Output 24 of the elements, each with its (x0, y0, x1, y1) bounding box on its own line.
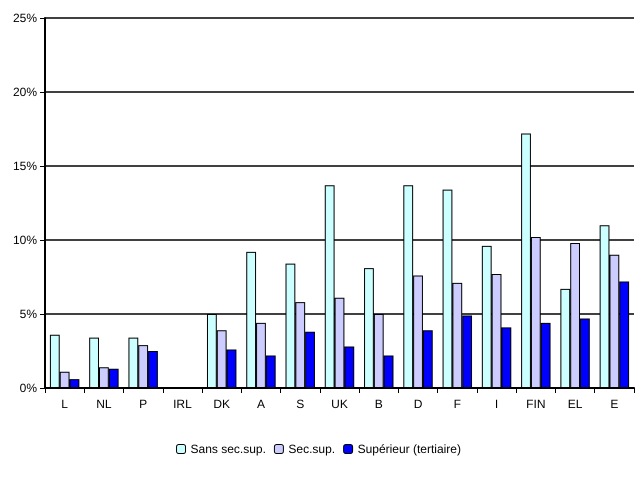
x-tick-label: E (610, 397, 618, 411)
legend-label: Sec.sup. (288, 442, 336, 456)
y-tick-label: 20% (12, 85, 38, 99)
y-tick-label: 5% (20, 307, 38, 321)
legend-label: Supérieur (tertiaire) (358, 442, 461, 456)
x-tick-label: FIN (526, 397, 546, 411)
x-tick-label: IRL (173, 397, 192, 411)
x-tick-label: L (61, 397, 68, 411)
x-tick-label: D (414, 397, 423, 411)
x-tick-label: DK (213, 397, 230, 411)
x-tick-label: P (139, 397, 148, 411)
y-tick-label: 0% (20, 381, 38, 395)
legend-label: Sans sec.sup. (190, 442, 266, 456)
y-tick-label: 15% (12, 159, 38, 173)
x-tick-label: S (296, 397, 304, 411)
x-tick-label: A (256, 397, 265, 411)
y-tick-label: 25% (12, 11, 38, 25)
y-tick-label: 10% (12, 233, 38, 247)
x-tick-label: I (494, 397, 498, 411)
x-tick-label: EL (568, 397, 583, 411)
x-tick-label: NL (96, 397, 112, 411)
x-tick-label: UK (331, 397, 348, 411)
x-tick-label: B (374, 397, 383, 411)
x-tick-label: F (454, 397, 461, 411)
